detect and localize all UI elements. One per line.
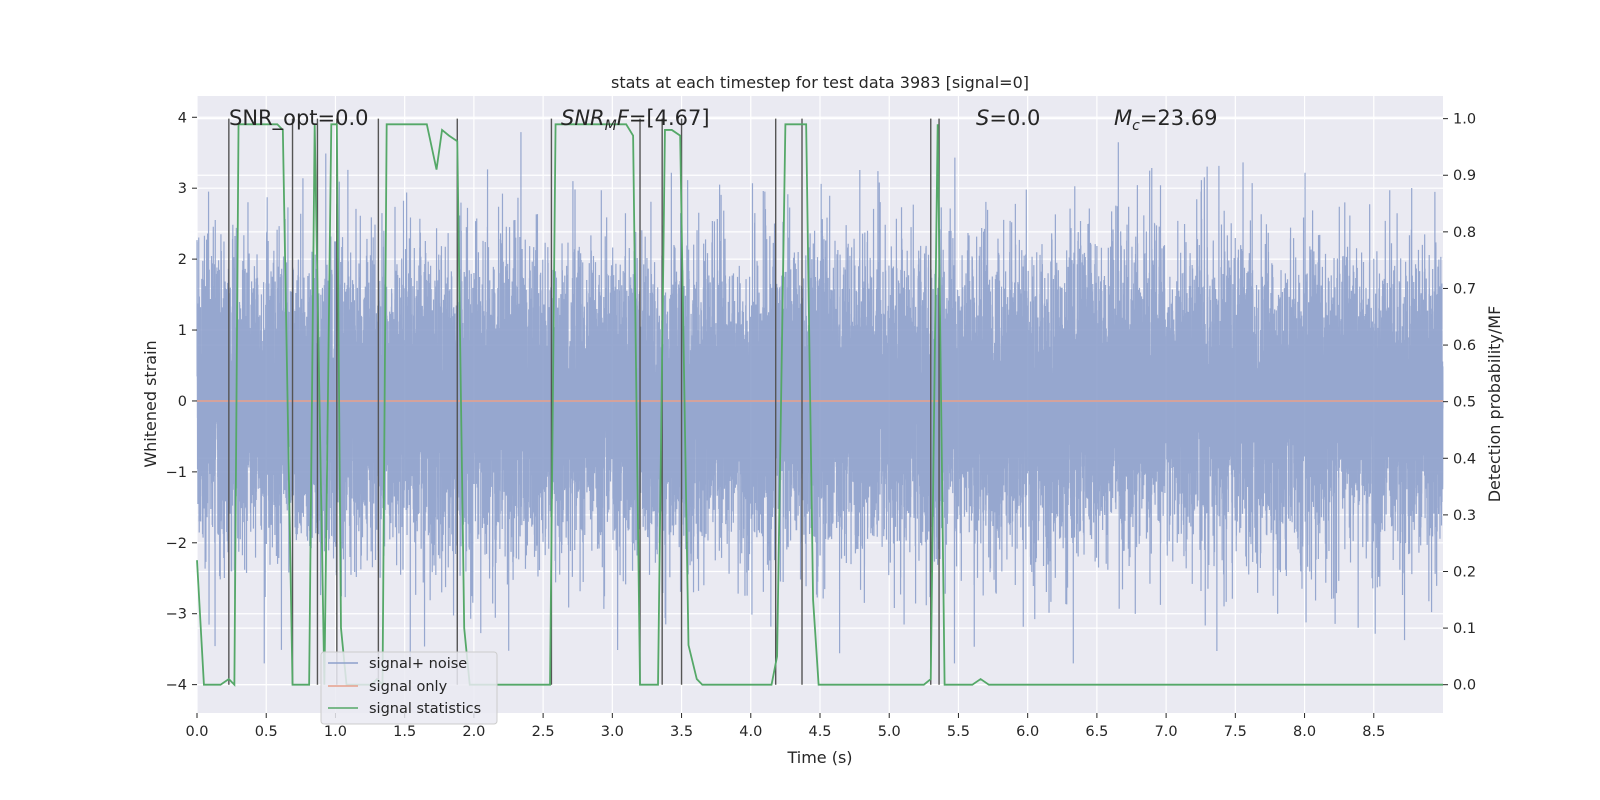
y-tick-label-left: −3 <box>166 607 187 623</box>
x-tick-label: 2.5 <box>532 724 555 740</box>
y-tick-label-left: 1 <box>178 323 187 339</box>
y-tick-label-left: −2 <box>166 536 187 552</box>
snr-mf-subscript: M <box>605 118 617 134</box>
y-tick-label-left: 2 <box>178 252 187 268</box>
y-tick-label-right: 1.0 <box>1453 112 1476 128</box>
series-signal-statistics <box>196 123 1443 687</box>
x-tick-label: 4.0 <box>739 724 762 740</box>
legend-label-signal-only: signal only <box>369 679 448 695</box>
legend-label-signal-statistics: signal statistics <box>369 701 481 717</box>
x-tick-label: 1.5 <box>393 724 416 740</box>
annotation-s: S=0.0 <box>976 106 1040 130</box>
x-tick-label: 3.0 <box>601 724 624 740</box>
series-signal-noise <box>196 132 1444 664</box>
x-axis-label: Time (s) <box>786 748 852 767</box>
snr-mf-tail: F <box>617 106 630 130</box>
y-tick-label-right: 0.1 <box>1453 621 1476 637</box>
y-tick-label-left: −1 <box>166 465 187 481</box>
chart-title: stats at each timestep for test data 398… <box>611 73 1029 92</box>
annotation-mc: Mc=23.69 <box>1114 106 1218 134</box>
x-tick-label: 7.0 <box>1155 724 1178 740</box>
axes-ticks: 0.0 0.5 1.0 1.5 2.0 2.5 3.0 3.5 4.0 4.5 5.0 5.5 6.0 6… <box>166 110 1476 740</box>
x-tick-label: 8.0 <box>1293 724 1316 740</box>
s-value: =0.0 <box>989 106 1040 130</box>
x-tick-label: 8.5 <box>1362 724 1385 740</box>
x-tick-label: 6.5 <box>1085 724 1108 740</box>
y-tick-label-right: 0.4 <box>1453 451 1476 467</box>
x-tick-label: 0.5 <box>255 724 278 740</box>
mc-symbol: M <box>1114 106 1132 130</box>
annotation-snr-opt: SNR_opt=0.0 <box>229 106 369 131</box>
y-axis-label-left: Whitened strain <box>141 340 160 467</box>
mc-value: =23.69 <box>1140 106 1218 130</box>
legend: signal+ noise signal only signal statist… <box>320 651 498 725</box>
legend-label-signal-noise: signal+ noise <box>369 656 467 672</box>
x-tick-label: 5.0 <box>878 724 901 740</box>
x-tick-label: 7.5 <box>1224 724 1247 740</box>
y-tick-label-right: 0.8 <box>1453 225 1476 241</box>
x-tick-label: 6.0 <box>1016 724 1039 740</box>
y-tick-label-left: −4 <box>166 678 187 694</box>
snr-mf-value: =[4.67] <box>629 106 710 130</box>
legend-box <box>320 651 498 725</box>
y-tick-label-right: 0.9 <box>1453 168 1476 184</box>
y-tick-label-right: 0.0 <box>1453 678 1476 694</box>
snr-mf-symbol: SNR <box>561 106 605 130</box>
x-tick-label: 5.5 <box>947 724 970 740</box>
y-tick-label-right: 0.5 <box>1453 395 1476 411</box>
s-symbol: S <box>976 106 989 130</box>
y-tick-label-right: 0.6 <box>1453 338 1476 354</box>
x-tick-label: 2.0 <box>462 724 485 740</box>
y-tick-label-right: 0.2 <box>1453 564 1476 580</box>
annotation-snr-mf: SNRMF=[4.67] <box>561 106 710 134</box>
line-signal-statistics <box>196 123 1443 687</box>
x-tick-label: 0.0 <box>185 724 208 740</box>
x-tick-label: 3.5 <box>670 724 693 740</box>
mc-subscript: c <box>1132 118 1140 134</box>
y-tick-label-left: 0 <box>178 394 187 410</box>
x-tick-label: 1.0 <box>324 724 347 740</box>
y-tick-label-left: 3 <box>178 181 187 197</box>
y-tick-label-left: 4 <box>178 110 187 126</box>
y-axis-label-right: Detection probability/MF <box>1485 306 1504 503</box>
line-signal-noise <box>196 132 1444 664</box>
x-tick-label: 4.5 <box>808 724 831 740</box>
y-tick-label-right: 0.7 <box>1453 281 1476 297</box>
y-tick-label-right: 0.3 <box>1453 508 1476 524</box>
